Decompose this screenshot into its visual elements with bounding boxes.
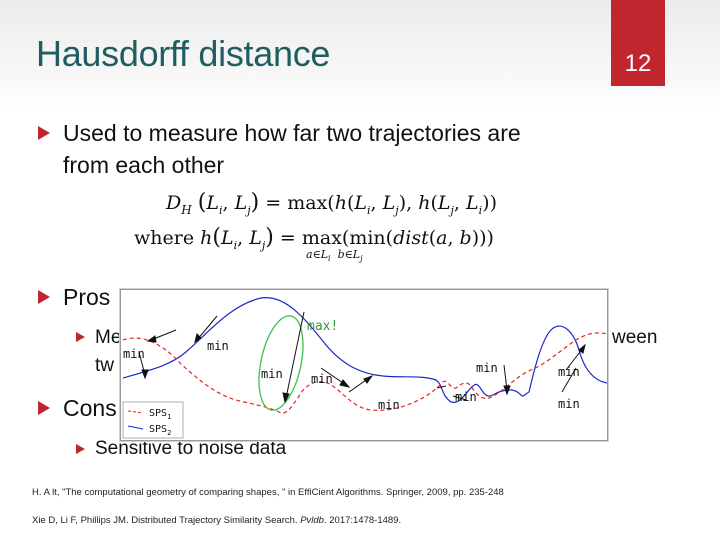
legend-sps1-label: SPS1 (149, 408, 171, 421)
min-label: min (311, 372, 333, 386)
legend-sps1-swatch (127, 410, 144, 414)
figure-legend: SPS1 SPS2 (122, 401, 184, 439)
min-arrows (138, 311, 586, 404)
min-label: min (261, 367, 283, 381)
bullet-arrow-icon (38, 126, 50, 140)
title-background (0, 0, 720, 110)
sub-bullet-arrow-icon (76, 444, 85, 454)
bullet-used-to-measure-line1: Used to measure how far two trajectories… (63, 120, 521, 146)
sub-bullet-arrow-icon (76, 332, 85, 342)
bullet-arrow-icon (38, 401, 50, 415)
pros-sub-text-start: Me (95, 327, 122, 348)
min-label: min (207, 339, 229, 353)
min-label: min (476, 361, 498, 375)
bullet-pros: Pros (63, 284, 111, 310)
legend-sps2-label: SPS2 (149, 424, 171, 437)
pros-sub-text-end: ween (612, 327, 658, 348)
cons-sub-noise: Sensitive to noise data (95, 438, 287, 459)
formula-line-1: DH (Li, Lj) = max(h(Li, Lj), h(Lj, Li)) (166, 190, 497, 217)
max-label: max! (307, 319, 338, 334)
slide-number-tab: 12 (611, 0, 665, 86)
bullet-cons: Cons (63, 395, 117, 421)
min-label: min (123, 347, 145, 361)
bullet-used-to-measure-line2: from each other (63, 152, 225, 178)
slide-number: 12 (624, 50, 652, 77)
slide-title: Hausdorff distance (36, 33, 331, 74)
pros-sub-text-line2: tw (95, 355, 114, 376)
min-label: min (378, 398, 400, 412)
max-highlight-ellipse (258, 315, 304, 411)
trajectory-sps1-line (122, 332, 608, 414)
reference-2: Xie D, Li F, Phillips JM. Distributed Tr… (32, 515, 402, 526)
min-label: min (558, 365, 580, 379)
min-label: min (558, 397, 580, 411)
trajectory-figure: min min min min min min min min min max!… (120, 289, 608, 441)
legend-sps2-swatch (127, 425, 144, 430)
bullet-arrow-icon (38, 290, 50, 304)
trajectory-figure-svg: min min min min min min min min min max!… (122, 297, 608, 439)
formula-under-indices: a∈Li b∈Lj (306, 248, 363, 264)
reference-1: H. A lt, "The computational geometry of … (32, 487, 504, 498)
min-label: min (455, 390, 477, 404)
formula-line-2: where h(Li, Lj) = max(min(dist(a, b))) (134, 225, 494, 252)
trajectory-sps2-line (122, 297, 608, 403)
